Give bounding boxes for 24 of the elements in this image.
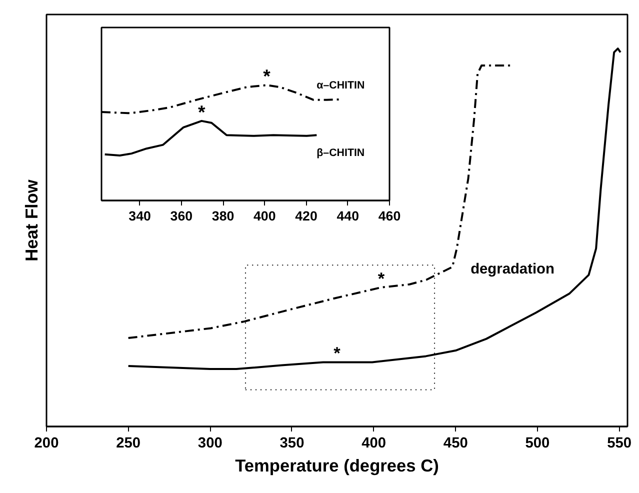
x-tick-label: 340 [128, 208, 151, 224]
y-axis-title: Heat Flow [22, 179, 42, 262]
x-tick-label: 400 [254, 208, 276, 224]
x-tick-label: 400 [362, 436, 386, 452]
series-label: α–CHITIN [316, 79, 365, 92]
annotation: * [198, 101, 206, 122]
x-tick-label: 500 [525, 436, 550, 452]
x-tick-label: 250 [116, 436, 141, 452]
annotation: * [334, 343, 341, 364]
annotation: * [263, 66, 272, 87]
x-tick-label: 420 [295, 208, 318, 224]
x-tick-label: 550 [607, 436, 632, 452]
x-tick-label: 380 [212, 208, 234, 224]
x-tick-label: 350 [280, 436, 304, 452]
x-tick-label: 200 [34, 436, 59, 452]
x-tick-label: 300 [198, 436, 222, 452]
x-axis-title: Temperature (degrees C) [235, 456, 439, 476]
x-tick-label: 440 [336, 208, 360, 224]
annotation: degradation [470, 262, 554, 278]
series-label: β–CHITIN [316, 147, 365, 160]
x-tick-label: 450 [443, 436, 468, 452]
x-tick-label: 460 [378, 208, 401, 224]
x-tick-label: 360 [170, 208, 193, 224]
annotation: * [378, 268, 385, 288]
